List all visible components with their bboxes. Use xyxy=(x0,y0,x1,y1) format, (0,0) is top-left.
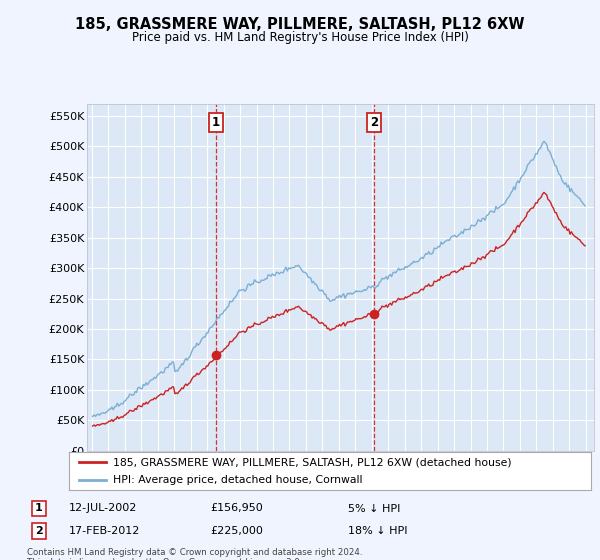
Text: £156,950: £156,950 xyxy=(210,503,263,514)
Text: 2: 2 xyxy=(370,116,378,129)
Text: £225,000: £225,000 xyxy=(210,526,263,536)
Text: Contains HM Land Registry data © Crown copyright and database right 2024.
This d: Contains HM Land Registry data © Crown c… xyxy=(27,548,362,560)
Text: 1: 1 xyxy=(212,116,220,129)
Text: Price paid vs. HM Land Registry's House Price Index (HPI): Price paid vs. HM Land Registry's House … xyxy=(131,31,469,44)
Text: 12-JUL-2002: 12-JUL-2002 xyxy=(69,503,137,514)
Text: HPI: Average price, detached house, Cornwall: HPI: Average price, detached house, Corn… xyxy=(113,475,363,485)
Text: 2: 2 xyxy=(35,526,43,536)
Text: 18% ↓ HPI: 18% ↓ HPI xyxy=(348,526,407,536)
Text: 1: 1 xyxy=(35,503,43,514)
Text: 17-FEB-2012: 17-FEB-2012 xyxy=(69,526,140,536)
Text: 185, GRASSMERE WAY, PILLMERE, SALTASH, PL12 6XW (detached house): 185, GRASSMERE WAY, PILLMERE, SALTASH, P… xyxy=(113,457,512,467)
Text: 185, GRASSMERE WAY, PILLMERE, SALTASH, PL12 6XW: 185, GRASSMERE WAY, PILLMERE, SALTASH, P… xyxy=(75,17,525,32)
Text: 5% ↓ HPI: 5% ↓ HPI xyxy=(348,503,400,514)
